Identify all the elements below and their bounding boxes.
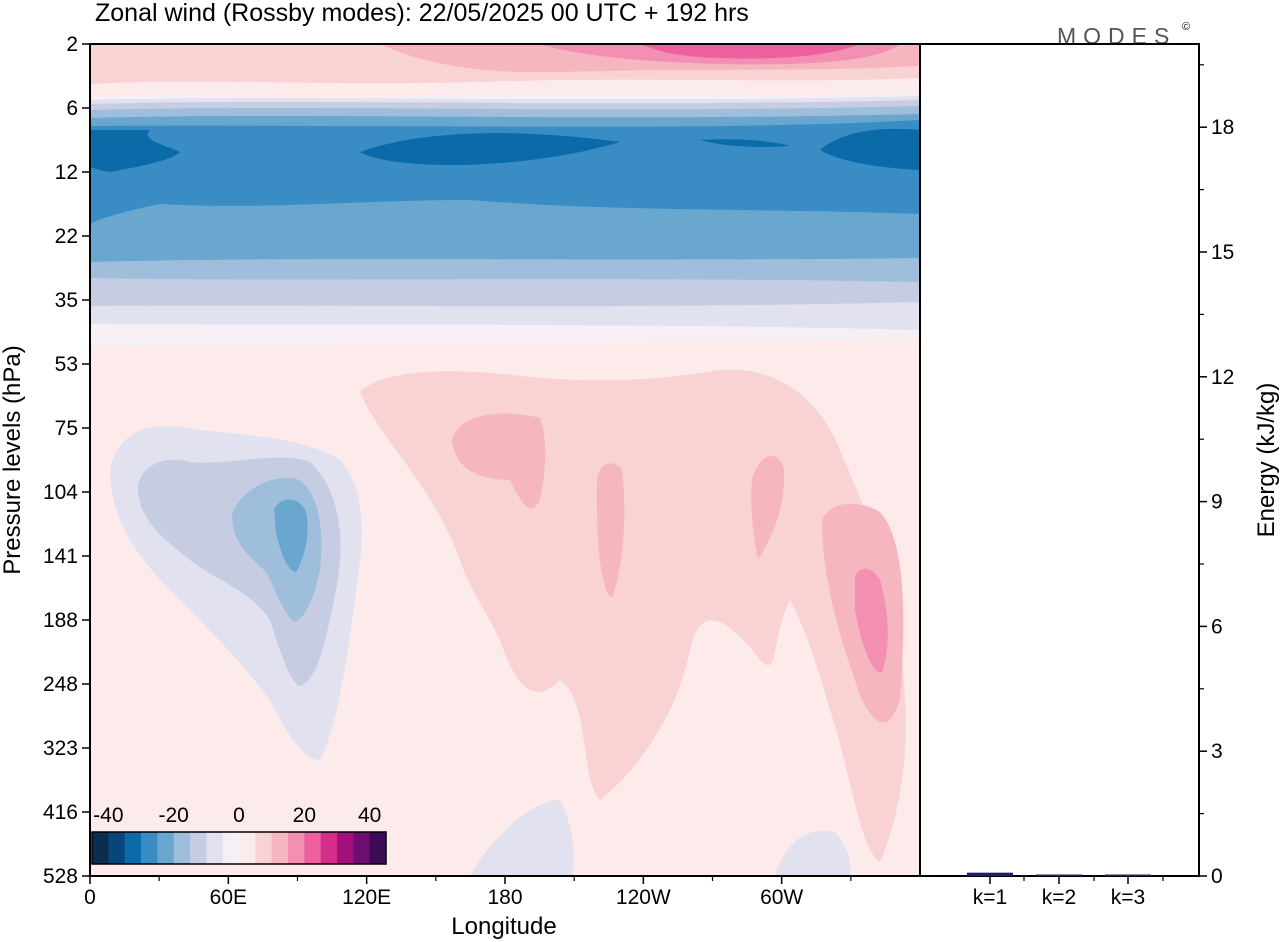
easterly-core-east-small [700,139,790,147]
colorbar-swatch [190,832,207,864]
westerly-cell-b [596,463,625,598]
y-tick-label: 2 [66,33,78,56]
y-tick-label: 53 [55,353,78,376]
energy-bar [967,872,1013,876]
easterly-core-west [90,130,180,172]
y-axis-label: Pressure levels (hPa) [0,345,26,574]
easterly-core-east [820,128,920,170]
colorbar-swatch [337,832,354,864]
colorbar-label: 40 [358,804,381,827]
easterly-band-5 [90,120,920,224]
energy-bar [1105,874,1151,876]
energy-category-label: k=2 [1042,886,1076,909]
colorbar-label: 20 [293,804,316,827]
westerly-cell-c [751,456,785,560]
y-tick-label: 12 [55,161,78,184]
y-tick-label: 528 [43,865,78,888]
colorbar-swatch [271,832,289,864]
x-tick-label: 120E [342,886,391,909]
colorbar-swatch [320,832,338,864]
easterly-anomaly-core [274,499,308,572]
energy-tick-label: 3 [1211,740,1223,763]
energy-category-label: k=1 [973,886,1007,909]
colorbar-swatch [369,832,387,864]
colorbar-swatch [255,832,273,864]
x-tick-label: 120W [616,886,671,909]
x-tick-label: 0 [84,886,96,909]
energy-tick-label: 18 [1211,116,1234,139]
colorbar-swatch [353,832,371,864]
colorbar-swatch [124,832,142,864]
colorbar-frame [91,831,387,865]
y-tick-label: 141 [43,545,78,568]
y-tick-label: 248 [43,673,78,696]
energy-bar [1036,874,1082,876]
y-tick-label: 75 [55,417,78,440]
westerly-cell-a [452,413,546,509]
energy-category-label: k=3 [1111,886,1145,909]
colorbar-swatch [239,832,256,864]
x-axis-ticks: 0 60E 120E 180 120W 60W [84,876,852,909]
colorbar-swatch [206,832,224,864]
colorbar-swatch [108,832,126,864]
y-tick-label: 188 [43,609,78,632]
colorbar: -40 -20 0 20 40 [91,804,387,865]
modes-logo: MODES [1057,23,1176,49]
y-tick-label: 22 [55,225,78,248]
copyright-mark: © [1182,21,1190,33]
westerly-core-d [855,568,888,673]
energy-axis-label: Energy (kJ/kg) [1253,383,1280,538]
x-tick-label: 180 [487,886,522,909]
colorbar-swatch [222,832,240,864]
x-tick-label: 60E [210,886,247,909]
energy-bars: k=1 k=2 k=3 [967,872,1164,909]
colorbar-swatch [157,832,175,864]
energy-tick-label: 0 [1211,865,1223,888]
energy-tick-label: 6 [1211,615,1223,638]
y-axis-ticks: 2 6 12 22 35 53 75 104 141 188 248 323 416 528 [43,33,90,888]
y-tick-label: 6 [66,97,78,120]
colorbar-label: -40 [93,804,123,827]
x-axis-label: Longitude [451,913,556,940]
energy-tick-label: 9 [1211,491,1223,514]
y-tick-label: 416 [43,801,78,824]
energy-axis-ticks: 0 3 6 9 12 15 18 [1199,64,1234,888]
easterly-core-central [360,133,620,166]
colorbar-swatch [141,832,158,864]
x-tick-label: 60W [760,886,803,909]
colorbar-label: 0 [233,804,245,827]
colorbar-swatch [288,832,305,864]
energy-tick-label: 15 [1211,241,1234,264]
y-tick-label: 323 [43,737,78,760]
colorbar-swatch [304,832,322,864]
lower-easterly-patch-2 [775,830,851,876]
upper-westerly-band-5 [640,44,860,59]
y-tick-label: 35 [55,289,78,312]
energy-plot-frame [919,43,1200,877]
energy-tick-label: 12 [1211,366,1234,389]
colorbar-swatch [173,832,191,864]
lower-easterly-patch-1 [470,800,574,876]
chart-title: Zonal wind (Rossby modes): 22/05/2025 00… [95,0,749,27]
colorbar-swatch [92,832,109,864]
y-tick-label: 104 [43,481,78,504]
colorbar-label: -20 [158,804,188,827]
zonal-wind-field [90,44,920,876]
